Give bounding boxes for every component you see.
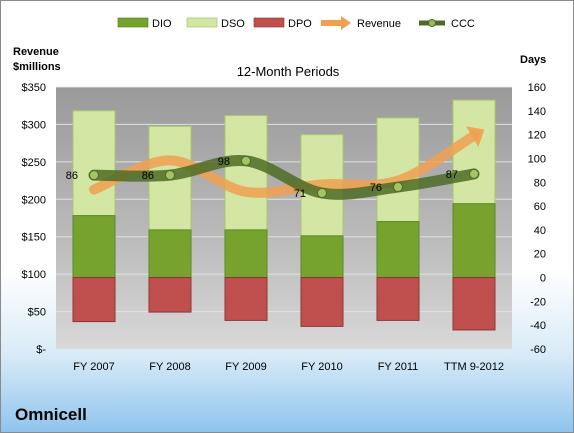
bar-dio xyxy=(72,215,116,279)
x-axis-ticks: FY 2007 FY 2008 FY 2009 FY 2010 FY 2011 TTM 9… xyxy=(73,361,504,373)
right-tick-label: 100 xyxy=(528,153,546,165)
bar-dio xyxy=(224,229,268,279)
x-tick-label: FY 2010 xyxy=(301,361,342,373)
left-tick-label: $150 xyxy=(22,232,46,244)
x-tick-label: FY 2011 xyxy=(378,361,419,373)
company-name: Omnicell xyxy=(15,405,87,424)
legend-label-dio: DIO xyxy=(152,18,172,30)
ccc-line xyxy=(88,154,480,200)
revenue-series xyxy=(89,126,485,198)
ccc-point xyxy=(393,182,403,193)
left-tick-label: $100 xyxy=(22,269,46,281)
legend-label-dso: DSO xyxy=(221,18,245,30)
ccc-data-label: 86 xyxy=(66,170,78,182)
bar-dpo xyxy=(224,277,268,321)
ccc-data-label: 86 xyxy=(142,170,154,182)
legend-swatch-dpo xyxy=(253,17,285,28)
right-tick-label: 20 xyxy=(534,249,546,261)
grid xyxy=(56,86,512,350)
bar-dso xyxy=(452,99,496,205)
right-tick-label: 60 xyxy=(534,201,546,213)
legend-label-dpo: DPO xyxy=(288,18,312,30)
bar-dpo xyxy=(72,277,116,323)
legend-swatch-dso xyxy=(186,17,218,28)
right-tick-label: -60 xyxy=(530,344,546,356)
right-tick-label: 0 xyxy=(540,273,546,285)
bar-dpo xyxy=(148,277,192,313)
left-axis-label-line1: Revenue xyxy=(13,46,59,58)
bar-dso xyxy=(72,110,116,217)
x-tick-label: FY 2009 xyxy=(225,361,266,373)
left-axis-ticks: $- $50 $100 $150 $200 $250 $300 $350 xyxy=(22,82,47,356)
chart-title: 12-Month Periods xyxy=(237,64,340,79)
legend-label-revenue: Revenue xyxy=(357,18,401,30)
revenue-arrowhead xyxy=(466,126,485,148)
legend-label-ccc: CCC xyxy=(451,18,475,30)
right-tick-label: 120 xyxy=(528,130,546,142)
right-axis-ticks: -60 -40 -20 0 20 40 60 80 100 120 140 160 xyxy=(528,82,546,356)
x-tick-label: FY 2007 xyxy=(73,361,114,373)
right-tick-label: -40 xyxy=(530,320,546,332)
left-tick-label: $200 xyxy=(22,194,46,206)
right-tick-label: -20 xyxy=(530,296,546,308)
ccc-series: 86 86 98 71 76 87 xyxy=(66,154,480,200)
bar-dio xyxy=(452,203,496,279)
left-tick-label: $- xyxy=(36,344,46,356)
ccc-data-label: 87 xyxy=(446,169,458,181)
left-tick-label: $350 xyxy=(22,82,46,94)
ccc-point xyxy=(241,155,251,166)
right-tick-label: 40 xyxy=(534,225,546,237)
bar-dpo xyxy=(452,277,496,331)
ccc-data-label: 98 xyxy=(218,156,230,168)
ccc-point xyxy=(165,170,175,181)
plot-area xyxy=(56,87,512,349)
left-tick-label: $50 xyxy=(28,307,46,319)
legend: DIO DSO DPO Revenue CCC xyxy=(117,16,475,30)
bar-dio xyxy=(376,221,420,279)
ccc-point xyxy=(317,187,327,198)
legend-swatch-ccc-marker xyxy=(428,19,436,27)
legend-swatch-dio xyxy=(117,17,149,28)
ccc-data-label: 76 xyxy=(370,182,382,194)
ccc-point xyxy=(469,168,479,179)
x-tick-label: TTM 9-2012 xyxy=(444,361,504,373)
bar-dpo xyxy=(300,277,344,327)
bar-dio xyxy=(148,229,192,279)
right-tick-label: 160 xyxy=(528,82,546,94)
left-tick-label: $300 xyxy=(22,119,46,131)
right-axis-label: Days xyxy=(520,54,546,66)
bar-dso xyxy=(224,115,268,231)
bar-dpo xyxy=(376,277,420,321)
ccc-point xyxy=(89,170,99,181)
right-tick-label: 140 xyxy=(528,106,546,118)
x-tick-label: FY 2008 xyxy=(149,361,190,373)
left-tick-label: $250 xyxy=(22,157,46,169)
right-tick-label: 80 xyxy=(534,177,546,189)
revenue-line xyxy=(89,130,479,198)
bar-dio xyxy=(300,235,344,279)
legend-swatch-revenue xyxy=(321,16,351,30)
ccc-data-label: 71 xyxy=(294,188,306,200)
left-axis-label-line2: $millions xyxy=(13,61,61,73)
